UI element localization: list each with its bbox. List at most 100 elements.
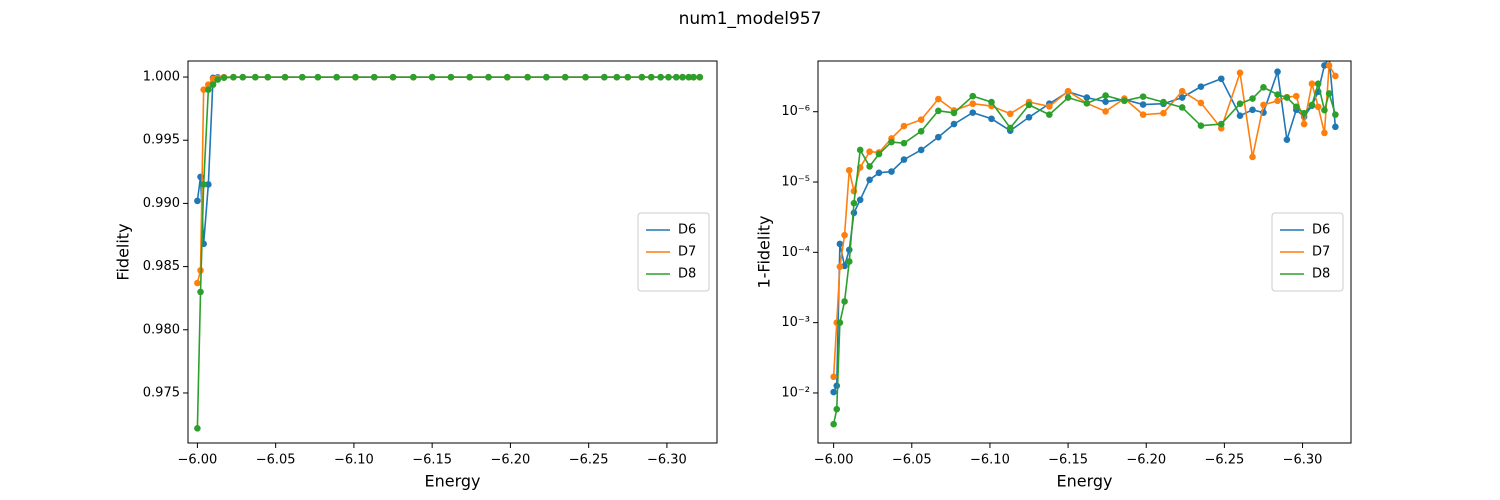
series-line — [832, 61, 1337, 393]
data-point — [696, 73, 704, 81]
legend-label: D8 — [678, 267, 696, 282]
data-point — [657, 73, 664, 81]
data-point — [665, 73, 672, 81]
x-tick-label: −6.00 — [177, 453, 217, 468]
legend-box — [637, 212, 710, 292]
data-point — [601, 73, 608, 81]
data-point — [1260, 101, 1267, 109]
y-tick-label: 10⁻³ — [781, 315, 810, 330]
data-point — [613, 73, 621, 81]
plot-area — [194, 73, 704, 432]
data-point — [866, 163, 873, 170]
legend-box — [1271, 212, 1344, 292]
data-point — [503, 73, 511, 81]
data-point — [1025, 101, 1033, 109]
data-point — [197, 288, 204, 296]
y-tick-label: 0.975 — [143, 385, 180, 400]
data-point — [690, 73, 697, 81]
data-point — [251, 73, 259, 81]
data-point — [200, 181, 207, 188]
data-point — [836, 240, 844, 248]
data-point — [917, 116, 925, 124]
series-line — [196, 76, 700, 244]
data-point — [866, 148, 873, 155]
data-point — [428, 73, 436, 81]
data-point — [1139, 101, 1147, 108]
data-point — [841, 298, 848, 305]
data-point — [1102, 108, 1109, 115]
legend-label: D6 — [1312, 223, 1330, 238]
data-point — [205, 81, 212, 88]
data-point — [1139, 93, 1147, 100]
data-point — [1308, 101, 1316, 109]
data-point — [1046, 111, 1053, 118]
y-tick-label: 10⁻⁴ — [781, 245, 810, 260]
data-point — [298, 73, 306, 81]
axes-frame — [817, 60, 1352, 444]
data-point — [1064, 94, 1072, 101]
data-point — [830, 420, 837, 428]
y-tick-label: 0.990 — [143, 196, 180, 211]
data-point — [1236, 69, 1244, 77]
data-point — [1321, 129, 1328, 137]
data-point — [935, 107, 942, 115]
data-point — [950, 120, 958, 128]
data-point — [1217, 120, 1225, 128]
data-point — [214, 76, 222, 83]
y-tick-label: 10⁻⁵ — [781, 175, 810, 190]
data-point — [1260, 84, 1267, 91]
data-point — [1160, 98, 1167, 106]
y-axis-label: Fidelity — [114, 223, 133, 280]
data-point — [194, 279, 201, 287]
data-point — [836, 319, 844, 326]
data-point — [856, 146, 864, 154]
data-point — [1217, 75, 1225, 83]
data-point — [209, 81, 217, 88]
series-line — [196, 76, 700, 429]
data-point — [561, 73, 569, 81]
x-tick-label: −6.25 — [1204, 453, 1244, 468]
data-point — [1274, 68, 1281, 76]
data-point — [220, 74, 228, 81]
data-point — [314, 73, 322, 81]
data-point — [647, 73, 655, 81]
data-point — [1308, 80, 1316, 88]
data-point — [1325, 62, 1333, 69]
data-point — [988, 115, 995, 123]
data-point — [935, 95, 942, 103]
data-point — [1083, 94, 1091, 101]
data-point — [850, 199, 858, 207]
plot-area — [830, 54, 1339, 428]
data-point — [988, 98, 995, 106]
data-point — [205, 181, 212, 188]
y-tick-label: 0.995 — [143, 133, 180, 148]
data-point — [1197, 122, 1205, 129]
y-tick-label: 0.985 — [143, 259, 180, 274]
x-tick-label: −6.25 — [569, 453, 609, 468]
data-point — [389, 73, 397, 81]
data-point — [900, 139, 908, 147]
y-tick-label: 0.980 — [143, 322, 180, 337]
data-point — [194, 425, 201, 432]
data-point — [917, 128, 925, 135]
data-point — [888, 138, 895, 146]
axes-frame — [187, 60, 718, 444]
series-line — [832, 80, 1337, 425]
data-point — [1283, 94, 1291, 101]
data-point — [1274, 97, 1281, 105]
x-tick-label: −6.05 — [256, 453, 296, 468]
x-tick-label: −6.20 — [1126, 453, 1166, 468]
data-point — [1326, 54, 1333, 61]
x-tick-label: −6.20 — [490, 453, 530, 468]
data-point — [1332, 111, 1339, 118]
x-tick-label: −6.30 — [647, 453, 687, 468]
data-point — [1025, 113, 1033, 121]
data-point — [239, 73, 247, 81]
data-point — [333, 73, 340, 81]
data-point — [935, 133, 942, 141]
data-point — [875, 169, 883, 177]
data-point — [1160, 109, 1167, 117]
data-point — [900, 122, 908, 130]
x-tick-label: −6.10 — [970, 453, 1010, 468]
data-point — [1178, 94, 1186, 101]
